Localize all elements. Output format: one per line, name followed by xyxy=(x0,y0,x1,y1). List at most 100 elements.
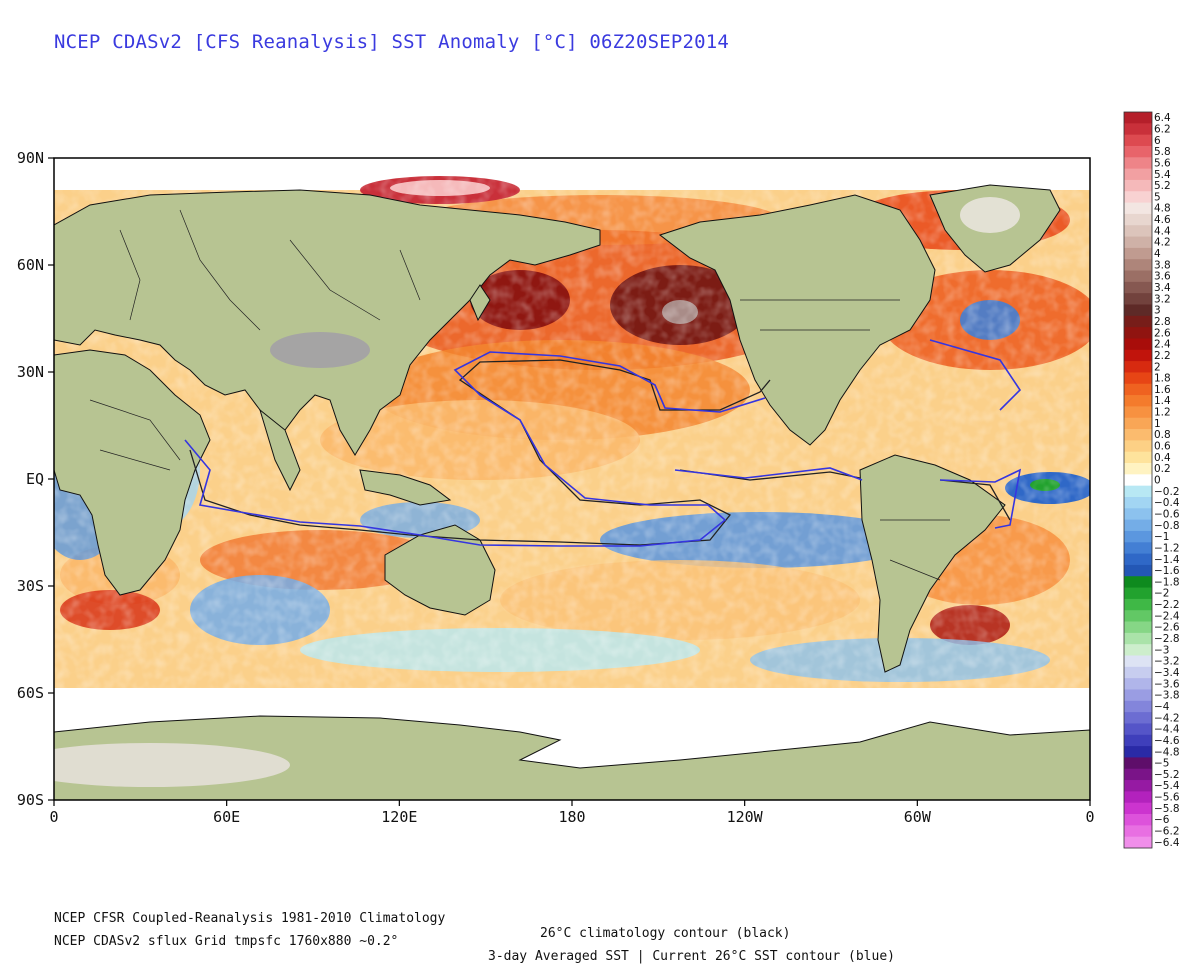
colorbar-label: −5.2 xyxy=(1154,769,1180,781)
colorbar-label: −2.4 xyxy=(1154,610,1180,622)
colorbar-swatch xyxy=(1124,814,1152,826)
lat-tick-label: 90S xyxy=(17,791,44,809)
colorbar-label: −1.6 xyxy=(1154,565,1180,577)
colorbar-swatch xyxy=(1124,247,1152,260)
india-landmass xyxy=(259,408,301,492)
colorbar-label: 6 xyxy=(1154,135,1161,147)
colorbar-label: −5.8 xyxy=(1154,803,1180,815)
colorbar-label: 6.4 xyxy=(1154,112,1171,124)
antarctic-ice-sheet xyxy=(54,743,290,787)
colorbar-label: −4.6 xyxy=(1154,735,1180,747)
colorbar-swatch xyxy=(1124,213,1152,226)
colorbar-swatch xyxy=(1124,157,1152,170)
colorbar: 6.46.265.85.65.45.254.84.64.44.243.83.63… xyxy=(1123,111,1180,849)
greenland-ice-sheet xyxy=(960,197,1020,233)
colorbar-label: 0 xyxy=(1154,475,1161,487)
lat-tick-label: 60S xyxy=(17,684,44,702)
colorbar-swatch xyxy=(1124,145,1152,158)
colorbar-label: 0.6 xyxy=(1154,441,1171,453)
colorbar-swatch xyxy=(1124,281,1152,294)
colorbar-label: 4.6 xyxy=(1154,214,1171,226)
tibet-plateau xyxy=(270,332,370,368)
colorbar-swatch xyxy=(1124,168,1152,181)
colorbar-swatch xyxy=(1124,179,1152,192)
colorbar-label: −4.2 xyxy=(1154,712,1180,724)
lat-tick-label: 60N xyxy=(17,256,44,274)
colorbar-swatch xyxy=(1124,768,1152,781)
colorbar-label: 1.4 xyxy=(1154,395,1171,407)
colorbar-swatch xyxy=(1124,225,1152,237)
footer-climatology-contour-note: 26°C climatology contour (black) xyxy=(540,926,791,941)
colorbar-label: 0.4 xyxy=(1154,452,1171,464)
colorbar-label: 2.4 xyxy=(1154,339,1171,351)
colorbar-label: 1.2 xyxy=(1154,407,1171,419)
colorbar-label: 3.8 xyxy=(1154,259,1171,271)
colorbar-swatch xyxy=(1124,134,1152,147)
colorbar-label: 2.8 xyxy=(1154,316,1171,328)
current-sst-contour-26c xyxy=(184,339,1022,547)
colorbar-swatch xyxy=(1124,780,1152,792)
colorbar-label: 1.6 xyxy=(1154,384,1171,396)
colorbar-swatch xyxy=(1124,315,1152,328)
colorbar-swatch xyxy=(1124,734,1152,747)
colorbar-label: −0.4 xyxy=(1154,497,1180,509)
colorbar-swatch xyxy=(1124,440,1152,453)
colorbar-label: −0.6 xyxy=(1154,508,1180,520)
colorbar-swatch xyxy=(1124,791,1152,804)
colorbar-label: −5.4 xyxy=(1154,780,1180,792)
colorbar-swatch xyxy=(1124,191,1152,203)
colorbar-label: 5.8 xyxy=(1154,146,1171,158)
colorbar-label: −6 xyxy=(1154,814,1170,826)
colorbar-swatch xyxy=(1124,678,1152,690)
colorbar-label: −5.6 xyxy=(1154,792,1180,804)
lon-tick-label: 180 xyxy=(558,808,585,826)
colorbar-swatch xyxy=(1124,700,1152,713)
lon-tick-label: 120W xyxy=(727,808,764,826)
colorbar-label: 5 xyxy=(1154,191,1161,203)
colorbar-swatch xyxy=(1124,553,1152,566)
lat-tick-label: EQ xyxy=(26,470,44,488)
colorbar-swatch xyxy=(1124,270,1152,283)
colorbar-label: 1 xyxy=(1154,418,1161,430)
colorbar-swatch xyxy=(1124,304,1152,317)
colorbar-swatch xyxy=(1124,825,1152,838)
colorbar-label: 5.2 xyxy=(1154,180,1171,192)
colorbar-label: 3.6 xyxy=(1154,271,1171,283)
colorbar-label: 3.2 xyxy=(1154,293,1171,305)
colorbar-label: −4 xyxy=(1154,701,1170,713)
colorbar-swatch xyxy=(1124,202,1152,215)
colorbar-swatch xyxy=(1124,530,1152,543)
colorbar-swatch xyxy=(1124,236,1152,249)
colorbar-swatch xyxy=(1124,395,1152,407)
country-borders xyxy=(89,209,950,581)
eurasia-landmass xyxy=(54,189,601,456)
colorbar-swatch xyxy=(1124,338,1152,351)
footer-current-contour-note: 3-day Averaged SST | Current 26°C SST co… xyxy=(488,949,895,964)
lon-tick-label: 0 xyxy=(49,808,58,826)
colorbar-label: 1.8 xyxy=(1154,373,1171,385)
colorbar-label: 2.2 xyxy=(1154,350,1171,362)
colorbar-label: 4.4 xyxy=(1154,225,1171,237)
colorbar-swatch xyxy=(1124,406,1152,419)
colorbar-label: 0.2 xyxy=(1154,463,1171,475)
africa-landmass xyxy=(54,349,211,596)
colorbar-swatch xyxy=(1124,610,1152,622)
colorbar-swatch xyxy=(1124,598,1152,611)
map-plot-area xyxy=(54,158,1090,800)
colorbar-swatch xyxy=(1124,802,1152,815)
colorbar-swatch xyxy=(1124,746,1152,758)
colorbar-label: −4.8 xyxy=(1154,746,1180,758)
colorbar-label: −2 xyxy=(1154,588,1169,600)
colorbar-label: −0.8 xyxy=(1154,520,1180,532)
colorbar-swatch xyxy=(1124,689,1152,702)
colorbar-swatch xyxy=(1124,644,1152,656)
colorbar-label: 5.6 xyxy=(1154,157,1171,169)
footer-line-2: NCEP CDASv2 sflux Grid tmpsfc 1760x880 ~… xyxy=(54,919,895,964)
colorbar-swatch xyxy=(1124,361,1152,373)
colorbar-label: −2.2 xyxy=(1154,599,1180,611)
colorbar-label: −1.4 xyxy=(1154,554,1180,566)
footer-grid-source: NCEP CDASv2 sflux Grid tmpsfc 1760x880 ~… xyxy=(54,934,399,949)
land-masses xyxy=(54,184,1090,800)
latitude-axis: 90N 60N 30N EQ 30S 60S 90S xyxy=(17,149,54,809)
